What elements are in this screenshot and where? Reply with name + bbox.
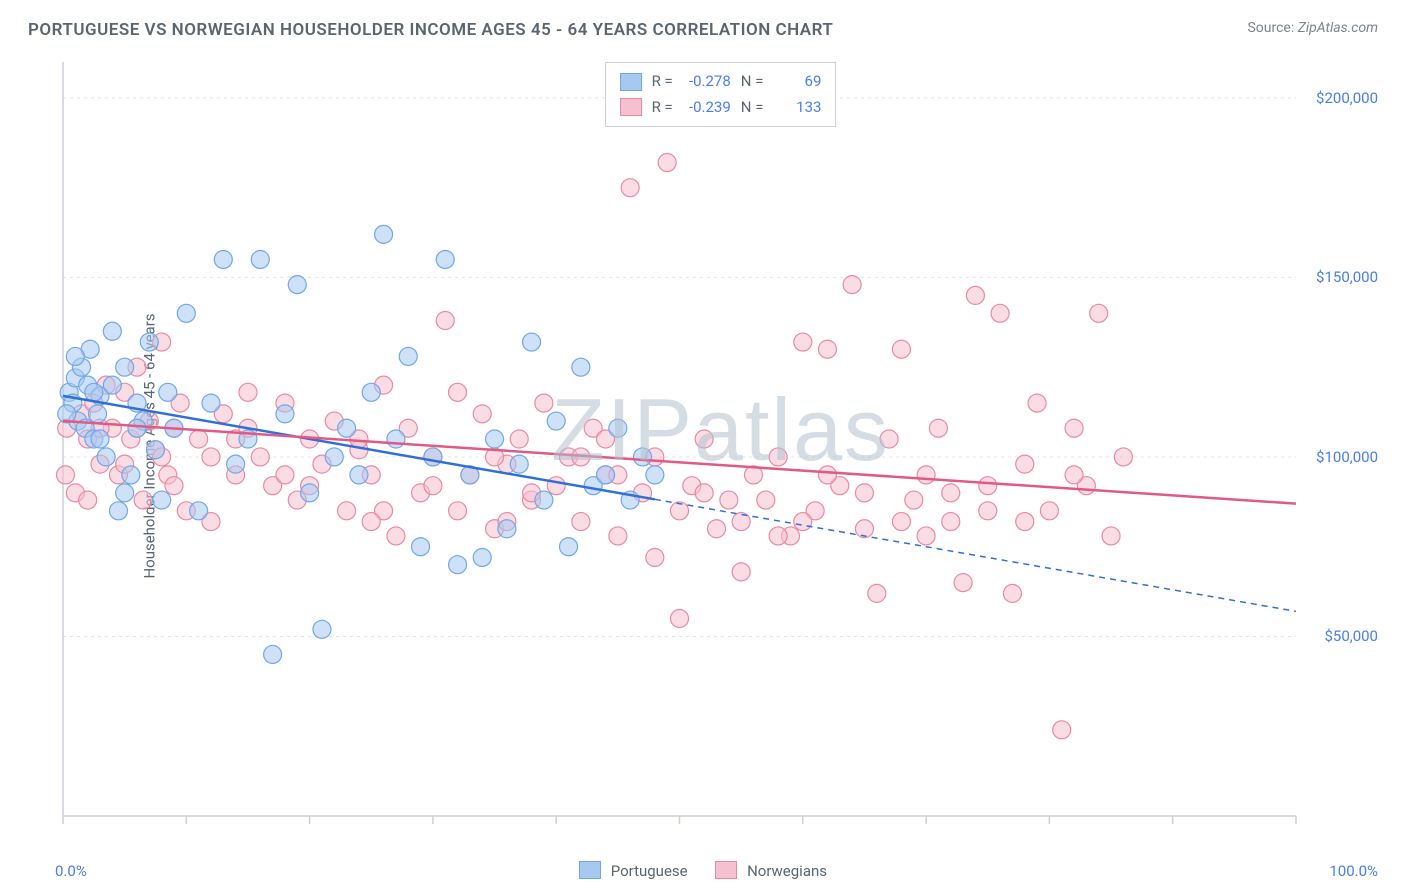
n-value-norwegians: 133 <box>773 95 821 121</box>
y-tick-label: $100,000 <box>1316 448 1378 466</box>
bottom-legend: Portuguese Norwegians <box>0 861 1406 880</box>
scatter-plot <box>55 58 1386 834</box>
n-label: N = <box>741 95 764 121</box>
n-value-portuguese: 69 <box>773 69 821 95</box>
source-label: Source: <box>1247 20 1294 36</box>
swatch-portuguese <box>620 73 642 91</box>
swatch-portuguese <box>579 861 601 879</box>
r-value-norwegians: -0.239 <box>683 95 731 121</box>
source-credit: Source: ZipAtlas.com <box>1247 20 1378 36</box>
r-label: R = <box>652 69 673 95</box>
y-tick-label: $200,000 <box>1316 89 1378 107</box>
y-tick-label: $150,000 <box>1316 268 1378 286</box>
swatch-norwegians <box>715 861 737 879</box>
stats-box: R = -0.278 N = 69 R = -0.239 N = 133 <box>605 62 837 127</box>
legend-label-portuguese: Portuguese <box>611 862 688 880</box>
legend-item-portuguese: Portuguese <box>579 862 691 880</box>
stats-row-norwegians: R = -0.239 N = 133 <box>620 95 822 121</box>
r-value-portuguese: -0.278 <box>683 69 731 95</box>
stats-row-portuguese: R = -0.278 N = 69 <box>620 69 822 95</box>
n-label: N = <box>741 69 764 95</box>
legend-item-norwegians: Norwegians <box>715 862 827 880</box>
chart-area: Householder Income Ages 45 - 64 years ZI… <box>55 58 1386 834</box>
r-label: R = <box>652 95 673 121</box>
swatch-norwegians <box>620 98 642 116</box>
legend-label-norwegians: Norwegians <box>747 862 827 880</box>
chart-title: PORTUGUESE VS NORWEGIAN HOUSEHOLDER INCO… <box>28 20 833 40</box>
y-tick-label: $50,000 <box>1324 627 1378 645</box>
source-value: ZipAtlas.com <box>1298 20 1378 36</box>
